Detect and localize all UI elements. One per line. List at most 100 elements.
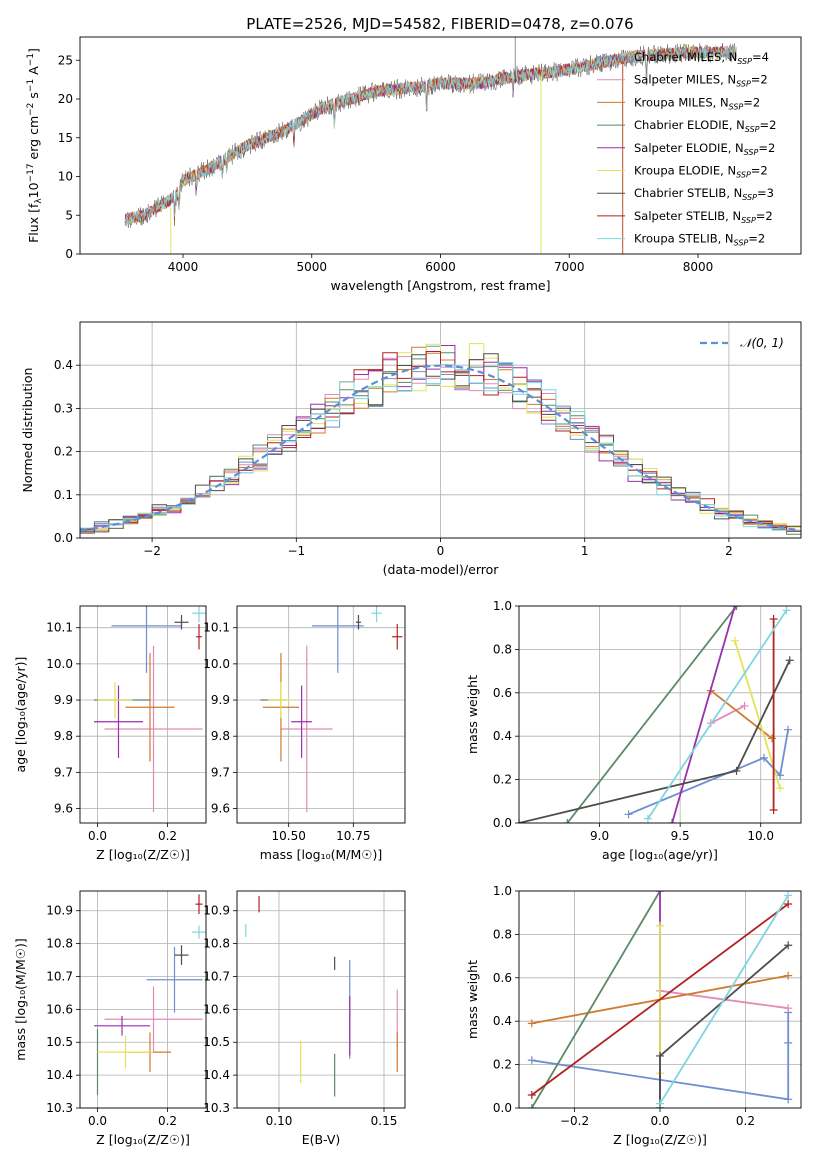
weight-series: [668, 606, 739, 823]
y-tick-label: 0.2: [493, 773, 512, 787]
errorbar-point: [174, 615, 189, 630]
x-axis-label: (data-model)/error: [383, 562, 500, 577]
weight-lines: [519, 606, 794, 823]
weight-point-marker: [527, 1019, 536, 1028]
errorbar-point: [125, 653, 175, 762]
x-axis-label: Z [log₁₀(Z/Z☉)]: [613, 1132, 707, 1147]
weight-series-line: [734, 640, 781, 789]
errorbar-points: [260, 606, 403, 813]
y-tick-label: 10.3: [46, 1101, 73, 1115]
y-tick-label: 10.3: [203, 1101, 230, 1115]
y-tick-label: 0.4: [493, 1014, 512, 1028]
weight-point-marker: [730, 636, 739, 645]
weight-point-marker: [740, 701, 749, 710]
legend-entry-label: Salpeter STELIB, NSSP=2: [634, 209, 773, 225]
weight-series-line: [647, 609, 788, 820]
weight-point-marker: [776, 771, 785, 780]
weight-point-marker: [527, 1104, 536, 1108]
errorbar-point: [111, 606, 182, 673]
y-tick-label: 0.6: [493, 971, 512, 985]
weight-series-line: [566, 606, 738, 823]
weight-point-marker: [759, 753, 768, 762]
spectrum-series-line: [124, 42, 737, 229]
y-tick-label: 15: [58, 131, 73, 145]
weight-point-marker: [732, 606, 741, 610]
legend-entry-label: Kroupa STELIB, NSSP=2: [634, 232, 765, 248]
legend-spectrum: Chabrier MILES, NSSP=4 Salpeter MILES, NS…: [597, 50, 776, 248]
x-axis-label: wavelength [Angstrom, rest frame]: [330, 278, 550, 293]
x-tick-label: −1: [287, 544, 305, 558]
errorbar-point: [196, 624, 202, 650]
axes-frame: [79, 321, 802, 539]
weight-point-marker: [563, 819, 572, 823]
x-tick-label: 4000: [168, 260, 199, 274]
x-tick-label: 0.2: [158, 1114, 177, 1128]
y-tick-label: 9.9: [211, 693, 230, 707]
y-tick-label: 25: [58, 53, 73, 67]
x-tick-label: 9.5: [671, 829, 690, 843]
y-axis-label: Normed distribution: [20, 368, 35, 493]
axes-frame: [518, 605, 802, 824]
y-tick-label: 10: [58, 170, 73, 184]
y-tick-label: 1.0: [493, 884, 512, 898]
weight-series-line: [710, 704, 746, 725]
y-tick-label: 0.0: [493, 816, 512, 830]
errorbar-points: [94, 606, 206, 813]
y-tick-label: 9.7: [211, 765, 230, 779]
errorbar-points: [94, 894, 206, 1095]
weight-point-marker: [767, 734, 776, 743]
y-tick-label: 9.7: [54, 765, 73, 779]
x-tick-label: 0: [437, 544, 445, 558]
weight-point-marker: [643, 814, 652, 823]
panel-mass-vs-Z: 0.0 0.2 10.3 10.4 10.5 10.6 10.7 10.8 10.9 Z [log…: [13, 890, 207, 1147]
errorbar-point: [291, 685, 312, 758]
weight-series-line: [659, 894, 789, 1105]
x-axis-label: Z [log₁₀(Z/Z☉)]: [96, 1132, 190, 1147]
y-tick-label: 0: [65, 247, 73, 261]
y-axis-label: mass weight: [465, 675, 480, 754]
axes-frame: [236, 605, 406, 824]
errorbar-point: [280, 645, 333, 813]
weight-point-marker: [784, 891, 793, 900]
axes-frame: [79, 890, 207, 1109]
legend-entry-label: Kroupa MILES, NSSP=2: [634, 95, 760, 111]
axes-frame: [236, 890, 406, 1109]
axes-frame: [79, 605, 207, 824]
x-tick-label: 10.50: [272, 829, 306, 843]
weight-series-line: [628, 729, 789, 816]
axes-frame: [518, 890, 802, 1109]
y-tick-label: 0.8: [493, 927, 512, 941]
panel-residual-hist: −2 −1 0 1 2 0.0 0.1 0.2 0.3 0.4 (data-model)/error…: [20, 321, 802, 577]
spectrum-lines: [124, 37, 737, 254]
errorbar-points: [245, 895, 398, 1097]
errorbar-point: [392, 624, 403, 650]
x-tick-label: 0.0: [650, 1114, 669, 1128]
errorbar-point: [311, 606, 364, 673]
errorbar-point: [192, 606, 206, 623]
histogram-series: [80, 362, 801, 535]
legend-entry-label: Kroupa ELODIE, NSSP=2: [634, 164, 768, 180]
legend-entry-label: 𝒩(0, 1): [740, 336, 784, 350]
y-tick-label: 10.6: [46, 1002, 73, 1016]
axes-frame: [79, 36, 802, 255]
y-tick-label: 10.8: [203, 937, 230, 951]
weight-series: [527, 891, 664, 1108]
y-tick-label: 1.0: [493, 599, 512, 613]
y-tick-label: 9.8: [54, 729, 73, 743]
y-tick-label: 20: [58, 92, 73, 106]
figure-title: PLATE=2526, MJD=54582, FIBERID=0478, z=0…: [246, 15, 633, 33]
weight-series-line: [671, 606, 736, 823]
x-axis-label: mass [log₁₀(M/M☉)]: [260, 847, 382, 862]
histogram-steps: [80, 343, 801, 536]
weight-point-marker: [784, 1095, 793, 1104]
y-tick-label: 10.4: [203, 1068, 230, 1082]
weight-series: [643, 606, 791, 823]
errorbar-point: [355, 615, 362, 630]
normal-curve: [80, 364, 799, 532]
y-tick-label: 9.8: [211, 729, 230, 743]
errorbar-point: [195, 894, 203, 915]
weight-point-marker: [784, 941, 793, 950]
weight-series: [624, 725, 793, 819]
y-axis-label: mass [log₁₀(M/M☉)]: [13, 938, 28, 1060]
y-tick-label: 0.6: [493, 686, 512, 700]
